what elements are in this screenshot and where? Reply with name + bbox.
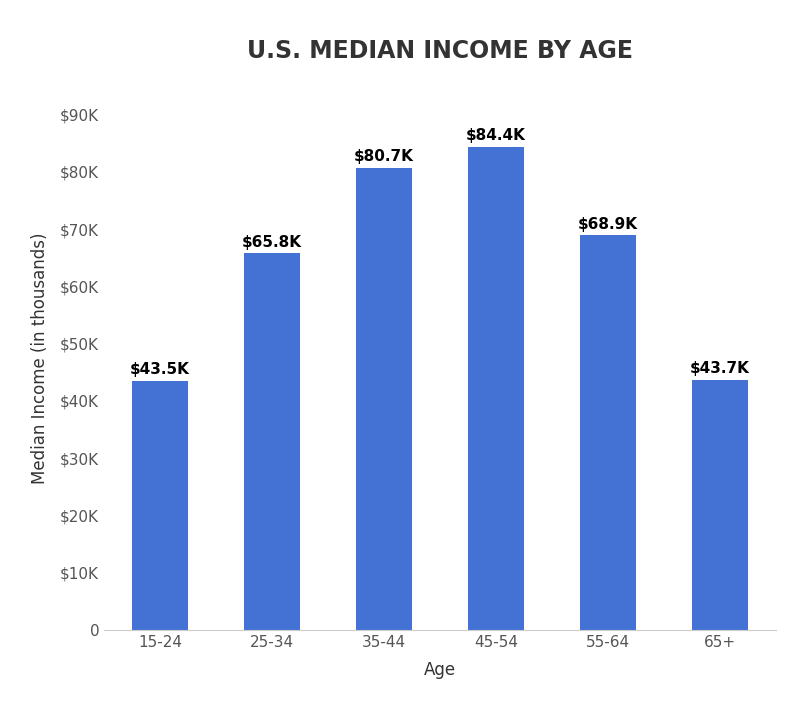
- Text: $65.8K: $65.8K: [242, 235, 302, 250]
- Text: $43.7K: $43.7K: [690, 362, 750, 377]
- Bar: [244, 253, 300, 630]
- Text: $68.9K: $68.9K: [578, 217, 638, 232]
- Bar: [468, 147, 524, 630]
- Text: $80.7K: $80.7K: [354, 150, 414, 165]
- Text: $43.5K: $43.5K: [130, 362, 190, 377]
- Title: U.S. MEDIAN INCOME BY AGE: U.S. MEDIAN INCOME BY AGE: [247, 39, 633, 63]
- X-axis label: Age: Age: [424, 661, 456, 679]
- Bar: [356, 168, 412, 630]
- Text: $84.4K: $84.4K: [466, 128, 526, 143]
- Bar: [132, 381, 188, 630]
- Y-axis label: Median Income (in thousands): Median Income (in thousands): [31, 232, 49, 484]
- Bar: [580, 236, 636, 630]
- Bar: [692, 379, 748, 630]
